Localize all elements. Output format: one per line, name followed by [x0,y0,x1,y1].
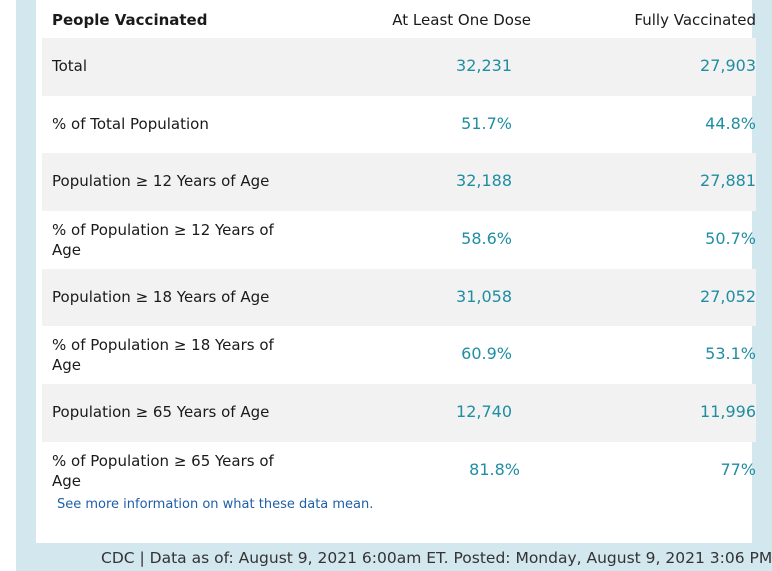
fully-vaccinated-value: 53.1% [705,344,756,364]
table-row: % of Population ≥ 65 Years of Age 81.8% … [42,442,756,500]
fully-vaccinated-value: 77% [720,459,756,479]
table-row: Population ≥ 65 Years of Age 12,740 11,9… [42,384,756,442]
fully-vaccinated-value: 27,881 [700,171,756,191]
one-dose-value: 31,058 [456,286,512,306]
header-at-least-one-dose: At Least One Dose [392,11,531,29]
table-row: % of Population ≥ 18 Years of Age 60.9% … [42,326,756,384]
one-dose-value: 12,740 [456,402,512,422]
row-label: % of Population ≥ 65 Years of Age [52,451,274,490]
vaccination-panel: People Vaccinated At Least One Dose Full… [36,0,756,543]
one-dose-value: 51.7% [461,113,512,133]
header-people-vaccinated: People Vaccinated [52,11,208,29]
header-fully-vaccinated: Fully Vaccinated [634,11,756,29]
fully-vaccinated-value: 11,996 [700,402,756,422]
row-label: % of Population ≥ 18 Years of Age [52,336,274,375]
table-row: % of Total Population 51.7% 44.8% [42,96,756,154]
one-dose-value: 32,188 [456,171,512,191]
row-label: % of Total Population [52,114,209,133]
row-label: Population ≥ 65 Years of Age [52,403,270,422]
row-label: Total [52,57,88,75]
fully-vaccinated-value: 50.7% [705,229,756,249]
row-label: Population ≥ 12 Years of Age [52,172,270,191]
page-frame: People Vaccinated At Least One Dose Full… [16,0,772,571]
one-dose-value: 60.9% [461,344,512,364]
table-row: Population ≥ 18 Years of Age 31,058 27,0… [42,268,756,327]
vaccination-table: People Vaccinated At Least One Dose Full… [42,0,756,500]
fully-vaccinated-value: 44.8% [705,113,756,133]
table-header: People Vaccinated At Least One Dose Full… [42,0,756,38]
table-row: Total 32,231 27,903 [42,38,756,96]
more-info-link[interactable]: See more information on what these data … [57,497,374,512]
fully-vaccinated-value: 27,052 [700,286,756,306]
table-row: Population ≥ 12 Years of Age 32,188 27,8… [42,153,756,212]
one-dose-value: 58.6% [461,229,512,249]
row-label: % of Population ≥ 12 Years of Age [52,221,274,260]
fully-vaccinated-value: 27,903 [700,56,756,75]
one-dose-value: 32,231 [456,56,512,75]
data-source-footer: CDC | Data as of: August 9, 2021 6:00am … [101,549,772,567]
row-label: Population ≥ 18 Years of Age [52,287,270,306]
one-dose-value: 81.8% [469,459,520,479]
table-row: % of Population ≥ 12 Years of Age 58.6% … [42,211,756,269]
